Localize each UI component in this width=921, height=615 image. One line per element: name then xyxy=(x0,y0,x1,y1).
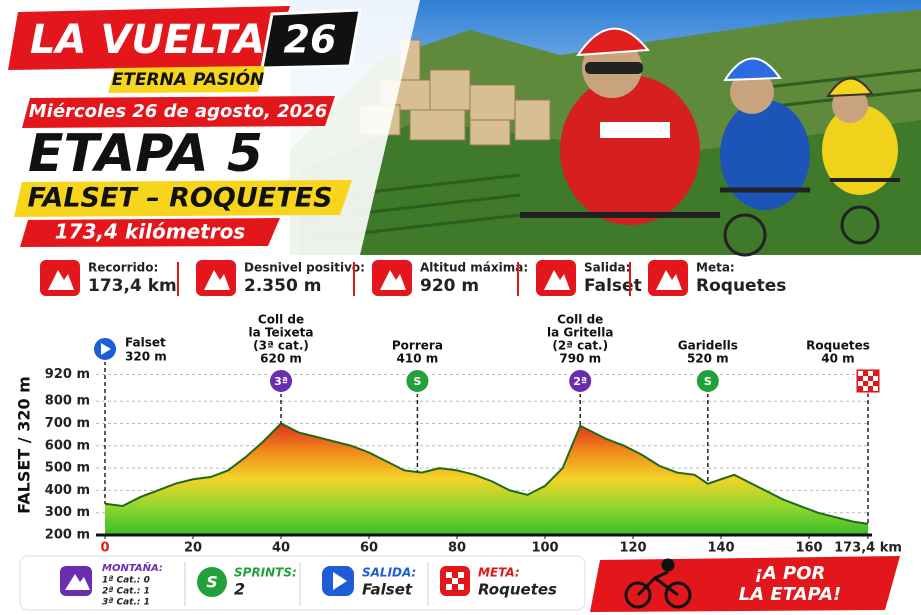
footer-value: 1ª Cat.: 0 xyxy=(102,576,150,586)
annotation-label: Roquetes xyxy=(806,339,870,353)
y-tick-label: 700 m xyxy=(45,416,90,431)
annotation-label: la Teixeta xyxy=(249,326,314,340)
annotation-label: 620 m xyxy=(260,352,302,366)
y-tick-label: 920 m xyxy=(45,367,90,382)
cyclist xyxy=(720,57,810,257)
marker-badge: S xyxy=(704,375,712,388)
finish-check xyxy=(873,376,878,381)
x-tick-label: 173,4 km xyxy=(834,541,902,556)
header: LA VUELTA 26 ETERNA PASIÓN Miércoles 26 … xyxy=(8,6,362,247)
footer-label: SALIDA: xyxy=(362,566,416,580)
elevation-chart: FALSET / 320 m 200 m 300 m 400 m 500 m 600 m 7… xyxy=(15,313,902,556)
annotation-label: Falset xyxy=(125,336,166,350)
x-tick-label: 160 xyxy=(795,541,822,556)
finish-check xyxy=(863,376,868,381)
x-tick-label: 40 xyxy=(272,541,290,556)
annotation-label: (3ª cat.) xyxy=(253,339,309,353)
stat-label: Recorrido: xyxy=(88,261,158,275)
finish-check xyxy=(868,371,873,376)
x-tick-label: 100 xyxy=(531,541,558,556)
annotation-label: 410 m xyxy=(397,352,439,366)
slogan: LA ETAPA! xyxy=(739,584,841,605)
finish-check xyxy=(873,386,878,391)
stat-icon-glyph xyxy=(544,270,570,290)
footer-label: MONTAÑA: xyxy=(102,561,163,574)
profile-line xyxy=(104,422,869,525)
y-tick-label: 500 m xyxy=(45,461,90,476)
x-tick-label: 120 xyxy=(619,541,646,556)
annotation-label: 320 m xyxy=(125,350,167,364)
footer-value: 2ª Cat.: 1 xyxy=(102,587,150,597)
finish-check xyxy=(858,381,863,386)
profile-area xyxy=(105,423,868,535)
stat-icon-glyph xyxy=(48,270,74,290)
y-axis-label: FALSET / 320 m xyxy=(15,376,34,514)
header-photo xyxy=(290,0,921,257)
sprint-marker xyxy=(694,368,721,394)
marker-badge: S xyxy=(413,375,421,388)
footer-label: SPRINTS: xyxy=(234,566,297,580)
finish-check xyxy=(858,371,863,376)
y-tick-label: 400 m xyxy=(45,483,90,498)
route: FALSET – ROQUETES xyxy=(27,183,332,214)
x-tick-label: 80 xyxy=(448,541,466,556)
title: LA VUELTA xyxy=(30,17,265,63)
finish-check xyxy=(863,386,868,391)
stat-icon-glyph xyxy=(204,270,230,290)
annotation-label: (2ª cat.) xyxy=(552,339,608,353)
stat-value: 173,4 km xyxy=(88,276,177,296)
date: Miércoles 26 de agosto, 2026 xyxy=(29,101,328,122)
footer-value: Roquetes xyxy=(478,581,557,599)
stat-value: 2.350 m xyxy=(244,276,321,296)
distance: 173,4 kilómetros xyxy=(55,220,246,244)
annotation-label: la Gritella xyxy=(547,326,613,340)
footer-value: Falset xyxy=(362,581,413,599)
stat-label: Meta: xyxy=(696,261,735,275)
y-tick-label: 600 m xyxy=(45,438,90,453)
stage: ETAPA 5 xyxy=(28,124,263,184)
y-tick-label: 200 m xyxy=(45,528,90,543)
stat-value: 920 m xyxy=(420,276,479,296)
cyclist-icon xyxy=(624,558,692,609)
cyclist xyxy=(822,77,900,245)
start-glyph xyxy=(101,343,111,355)
tagline: ETERNA PASIÓN xyxy=(112,68,265,90)
sprint-icon-text: S xyxy=(206,573,218,592)
cyclist xyxy=(520,27,720,225)
stats: Recorrido:173,4 km Desnivel positivo:2.35… xyxy=(40,260,786,296)
title-number: 26 xyxy=(284,18,337,62)
footer-label: META: xyxy=(478,566,520,580)
y-tick-label: 800 m xyxy=(45,394,90,409)
stat-icon-glyph xyxy=(656,270,682,290)
x-tick-label: 0 xyxy=(100,541,109,556)
annotation-label: Coll de xyxy=(557,313,603,327)
stat-value: Roquetes xyxy=(696,276,786,296)
sprint-marker xyxy=(404,368,431,394)
mountain-marker xyxy=(567,368,594,394)
stat-label: Salida: xyxy=(584,261,630,275)
annotation-label: 520 m xyxy=(687,352,729,366)
footer-value: 2 xyxy=(234,580,245,599)
marker-badge: 2ª xyxy=(573,375,587,388)
stat-label: Desnivel positivo: xyxy=(244,261,365,275)
footer: MONTAÑA: 1ª Cat.: 0 2ª Cat.: 1 3ª Cat.: … xyxy=(19,555,900,612)
annotation-label: Garidells xyxy=(678,339,738,353)
stat-value: Falset xyxy=(584,276,642,296)
x-tick-label: 60 xyxy=(360,541,378,556)
y-tick-label: 300 m xyxy=(45,505,90,520)
annotation-label: Porrera xyxy=(392,339,443,353)
mountain-marker xyxy=(268,368,295,394)
stat-icon-glyph xyxy=(380,270,406,290)
x-tick-label: 20 xyxy=(184,541,202,556)
marker-badge: 3ª xyxy=(274,375,288,388)
annotation-label: 790 m xyxy=(559,352,601,366)
footer-value: 3ª Cat.: 1 xyxy=(102,598,150,608)
x-tick-label: 140 xyxy=(707,541,734,556)
stat-label: Altitud máxima: xyxy=(420,261,528,275)
annotation-label: Coll de xyxy=(258,313,304,327)
finish-check xyxy=(868,381,873,386)
annotation-label: 40 m xyxy=(821,352,854,366)
slogan: ¡A POR xyxy=(755,563,826,584)
